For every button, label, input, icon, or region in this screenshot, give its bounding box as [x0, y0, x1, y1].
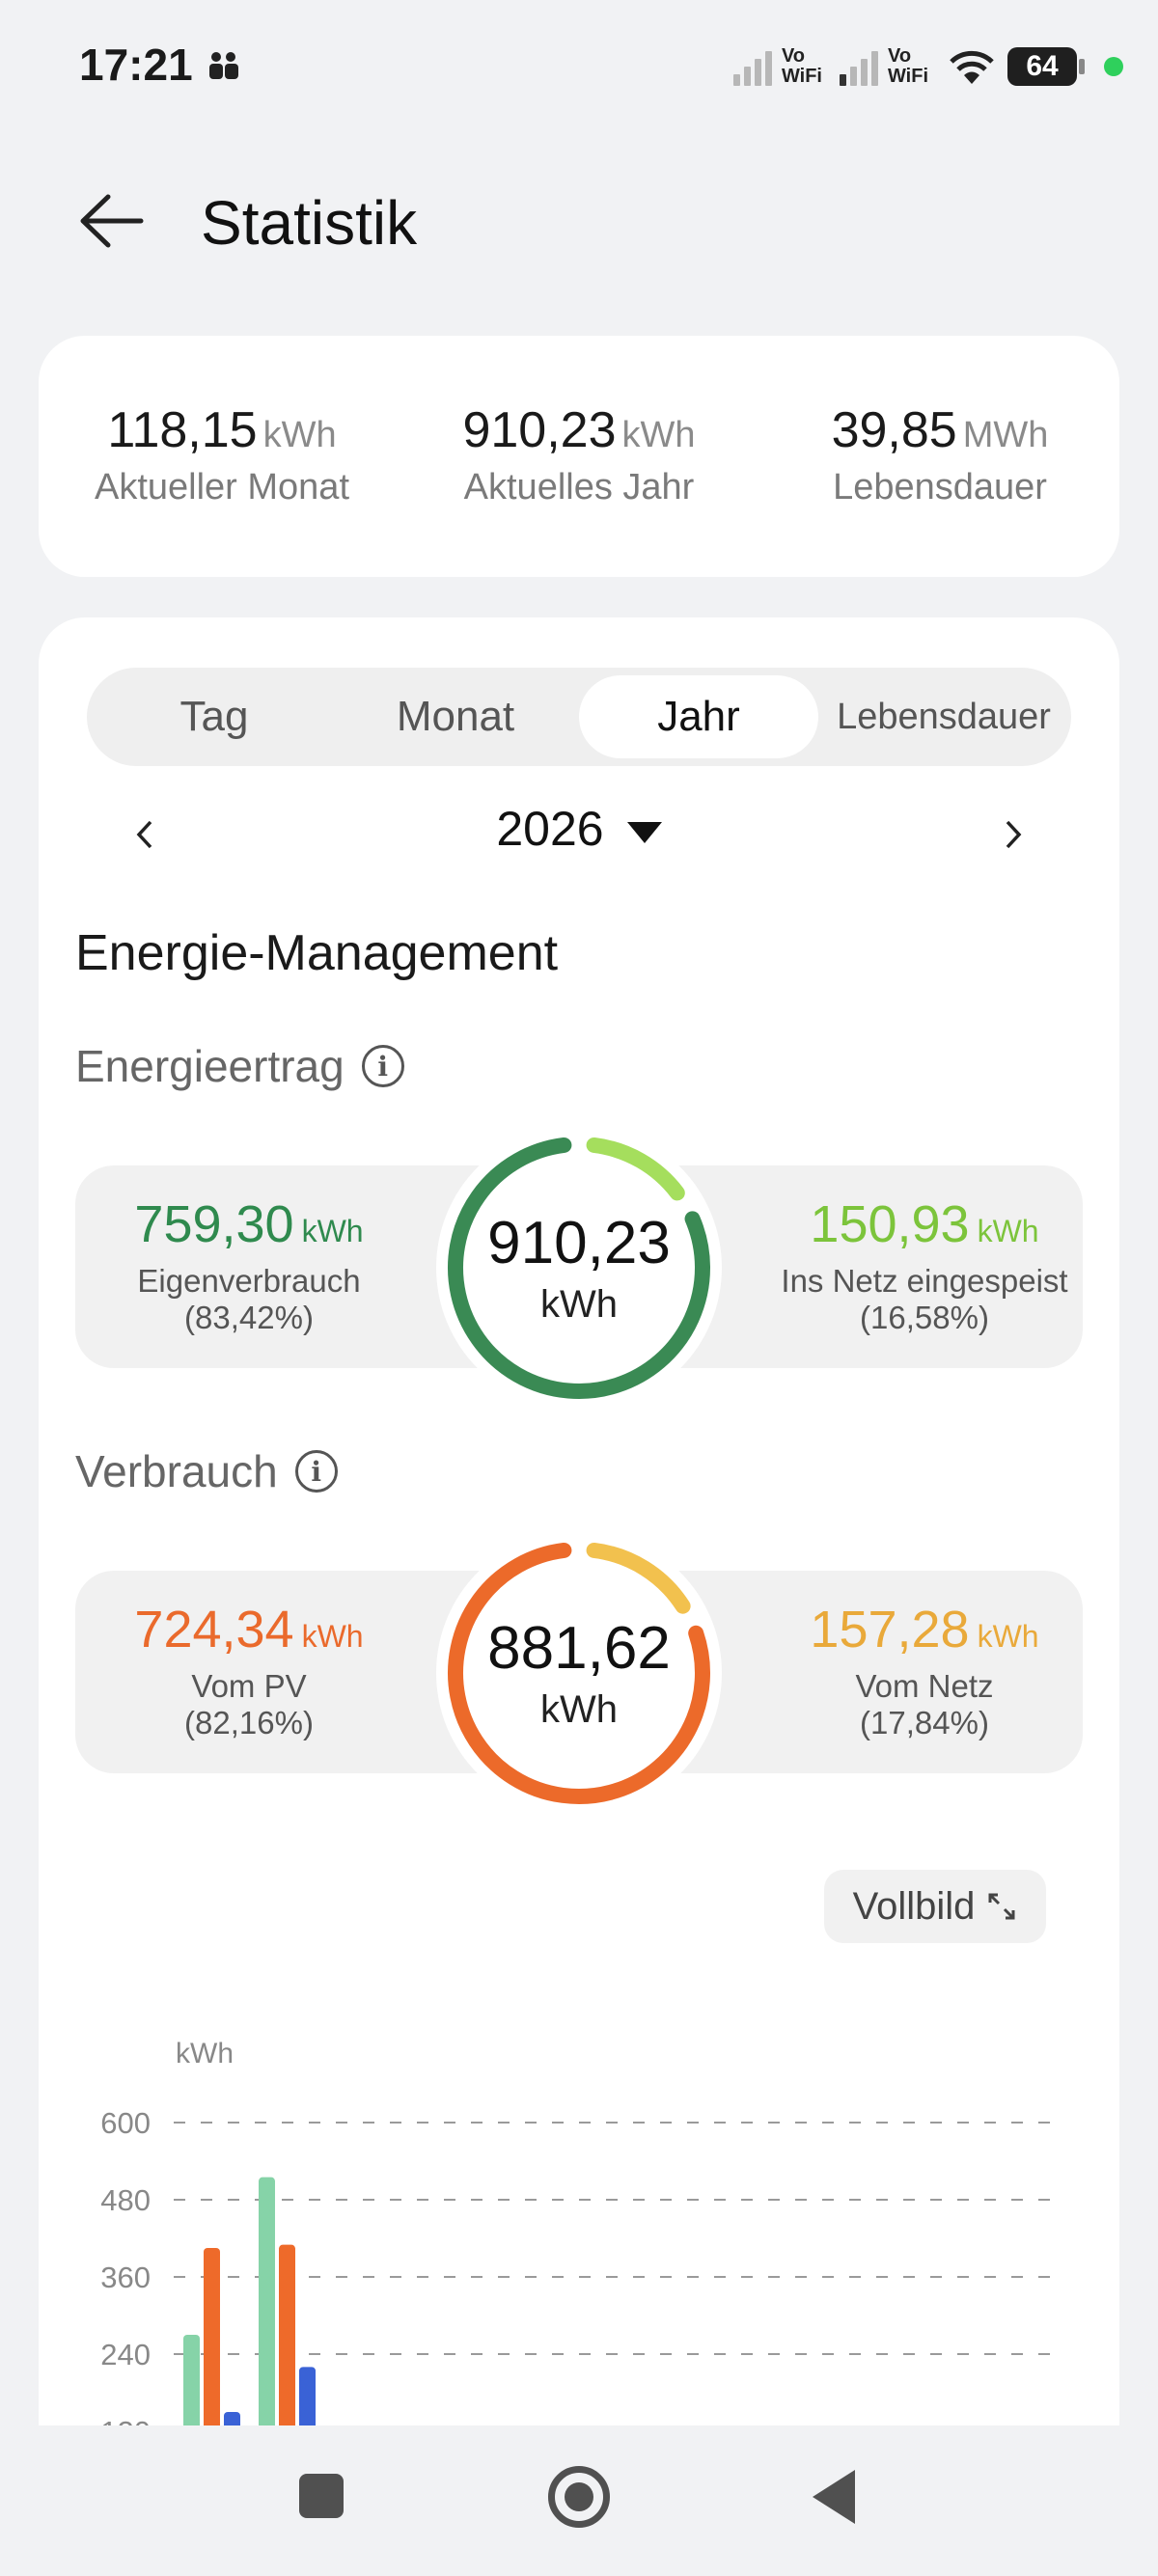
consumption-ring-backdrop [436, 1530, 722, 1816]
bar-Feb-series-2 [279, 2244, 295, 2431]
summary-label: Aktuelles Jahr [463, 467, 695, 507]
tab-year[interactable]: Jahr [579, 675, 818, 758]
back-arrow-icon[interactable] [77, 189, 147, 253]
energy-yield-ring: 910,23 kWh [434, 1123, 724, 1412]
year-selector: 2026 [39, 791, 1119, 878]
grid-feed-in-percent: (16,58%) [860, 1300, 989, 1335]
from-grid-value: 157,28 [810, 1601, 970, 1658]
from-pv-value: 724,34 [134, 1601, 294, 1658]
summary-value: 910,23 [462, 402, 617, 458]
energy-yield-major-segment [448, 1137, 710, 1399]
energy-yield-total: 910,23 [487, 1210, 671, 1276]
chevron-right-icon[interactable] [994, 810, 1033, 859]
fullscreen-label: Vollbild [852, 1884, 976, 1928]
summary-value: 118,15 [107, 402, 258, 458]
energy-bar-chart: kWh120240360480600 [100, 2038, 1062, 2431]
summary-current-year: 910,23 kWh Aktuelles Jahr [415, 401, 743, 508]
y-axis-unit: kWh [176, 2038, 234, 2069]
bar-Feb-series-3 [299, 2367, 316, 2431]
fullscreen-button[interactable]: Vollbild [824, 1870, 1046, 1943]
energy-yield-unit: kWh [540, 1283, 618, 1326]
grid-feed-in: 150,93 kWh Ins Netz eingespeist (16,58%) [751, 1194, 1098, 1339]
bar-Feb-series-1 [259, 2177, 275, 2431]
tab-lifetime[interactable]: Lebensdauer [837, 696, 1051, 737]
status-time: 17:21 [79, 40, 193, 90]
energy-yield-minor-segment [586, 1137, 685, 1201]
summary-label: Aktueller Monat [94, 467, 349, 507]
teams-notification-icon [209, 52, 238, 79]
y-tick-label: 240 [100, 2338, 151, 2371]
consumption-unit: kWh [540, 1688, 618, 1731]
vowifi-indicator: Vo WiFi [781, 45, 822, 87]
from-pv-percent: (82,16%) [184, 1705, 314, 1740]
energy-yield-donut [436, 1125, 722, 1411]
info-icon[interactable]: i [361, 1045, 404, 1087]
consumption-major-segment [448, 1542, 710, 1804]
app-header: Statistik [0, 164, 1158, 280]
consumption-total: 881,62 [487, 1615, 671, 1682]
self-consumption: 759,30 kWh Eigenverbrauch (83,42%) [75, 1194, 423, 1339]
caret-down-icon [626, 821, 662, 843]
y-tick-label: 480 [100, 2183, 151, 2217]
summary-current-month: 118,15 kWh Aktueller Monat [58, 401, 386, 508]
from-pv: 724,34 kWh Vom PV (82,16%) [75, 1600, 423, 1744]
period-tabs: Tag Monat Jahr Lebensdauer [87, 668, 1071, 766]
summary-lifetime: 39,85 MWh Lebensdauer [776, 401, 1104, 508]
summary-card: 118,15 kWh Aktueller Monat 910,23 kWh Aktu… [39, 336, 1119, 577]
summary-unit: kWh [262, 415, 337, 455]
y-tick-label: 600 [100, 2106, 151, 2140]
self-consumption-percent: (83,42%) [184, 1300, 314, 1335]
page-title: Statistik [201, 188, 418, 258]
energy-yield-ring-backdrop [436, 1125, 722, 1411]
statistics-card: Tag Monat Jahr Lebensdauer 2026 Energie-… [39, 617, 1119, 2431]
self-consumption-label: Eigenverbrauch [137, 1263, 361, 1299]
summary-label: Lebensdauer [833, 467, 1047, 507]
home-button[interactable] [548, 2466, 610, 2528]
consumption-ring: 881,62 kWh [434, 1528, 724, 1818]
from-grid-label: Vom Netz [855, 1668, 994, 1704]
from-pv-label: Vom PV [191, 1668, 307, 1704]
from-pv-unit: kWh [301, 1619, 364, 1654]
status-icons: Vo WiFi Vo WiFi 64 [732, 39, 1123, 95]
from-grid-percent: (17,84%) [860, 1705, 989, 1740]
battery-indicator: 64 [1007, 47, 1085, 86]
year-dropdown[interactable]: 2026 [39, 801, 1119, 857]
consumption-donut [436, 1530, 722, 1816]
energy-yield-title: Energieertrag i [75, 1040, 404, 1092]
tab-month[interactable]: Monat [396, 693, 515, 740]
grid-feed-in-label: Ins Netz eingespeist [781, 1263, 1068, 1299]
consumption-title: Verbrauch i [75, 1445, 338, 1497]
year-value: 2026 [496, 802, 604, 856]
system-navigation-bar [0, 2425, 1158, 2576]
tab-day[interactable]: Tag [179, 693, 249, 740]
grid-feed-in-unit: kWh [977, 1214, 1039, 1248]
expand-icon [988, 1893, 1015, 1920]
consumption-minor-segment [586, 1542, 691, 1614]
privacy-indicator-dot [1104, 57, 1123, 76]
back-button[interactable] [813, 2470, 855, 2524]
status-bar: 17:21 Vo WiFi Vo WiFi 64 [0, 0, 1158, 135]
signal-icon [732, 47, 772, 86]
self-consumption-unit: kWh [301, 1214, 364, 1248]
vowifi-indicator: Vo WiFi [887, 45, 928, 87]
y-tick-label: 360 [100, 2261, 151, 2294]
section-title: Energie-Management [75, 925, 559, 981]
self-consumption-value: 759,30 [134, 1195, 294, 1253]
from-grid: 157,28 kWh Vom Netz (17,84%) [751, 1600, 1098, 1744]
wifi-icon [950, 50, 994, 84]
grid-feed-in-value: 150,93 [810, 1195, 970, 1253]
info-icon[interactable]: i [294, 1450, 338, 1493]
chevron-left-icon[interactable] [125, 810, 164, 859]
from-grid-unit: kWh [977, 1619, 1039, 1654]
summary-unit: kWh [621, 415, 696, 455]
signal-icon [839, 47, 878, 86]
summary-value: 39,85 [831, 402, 957, 458]
recent-apps-button[interactable] [299, 2474, 344, 2518]
summary-unit: MWh [962, 415, 1049, 455]
bar-Jan-series-2 [204, 2248, 220, 2431]
bar-Jan-series-1 [183, 2335, 200, 2431]
